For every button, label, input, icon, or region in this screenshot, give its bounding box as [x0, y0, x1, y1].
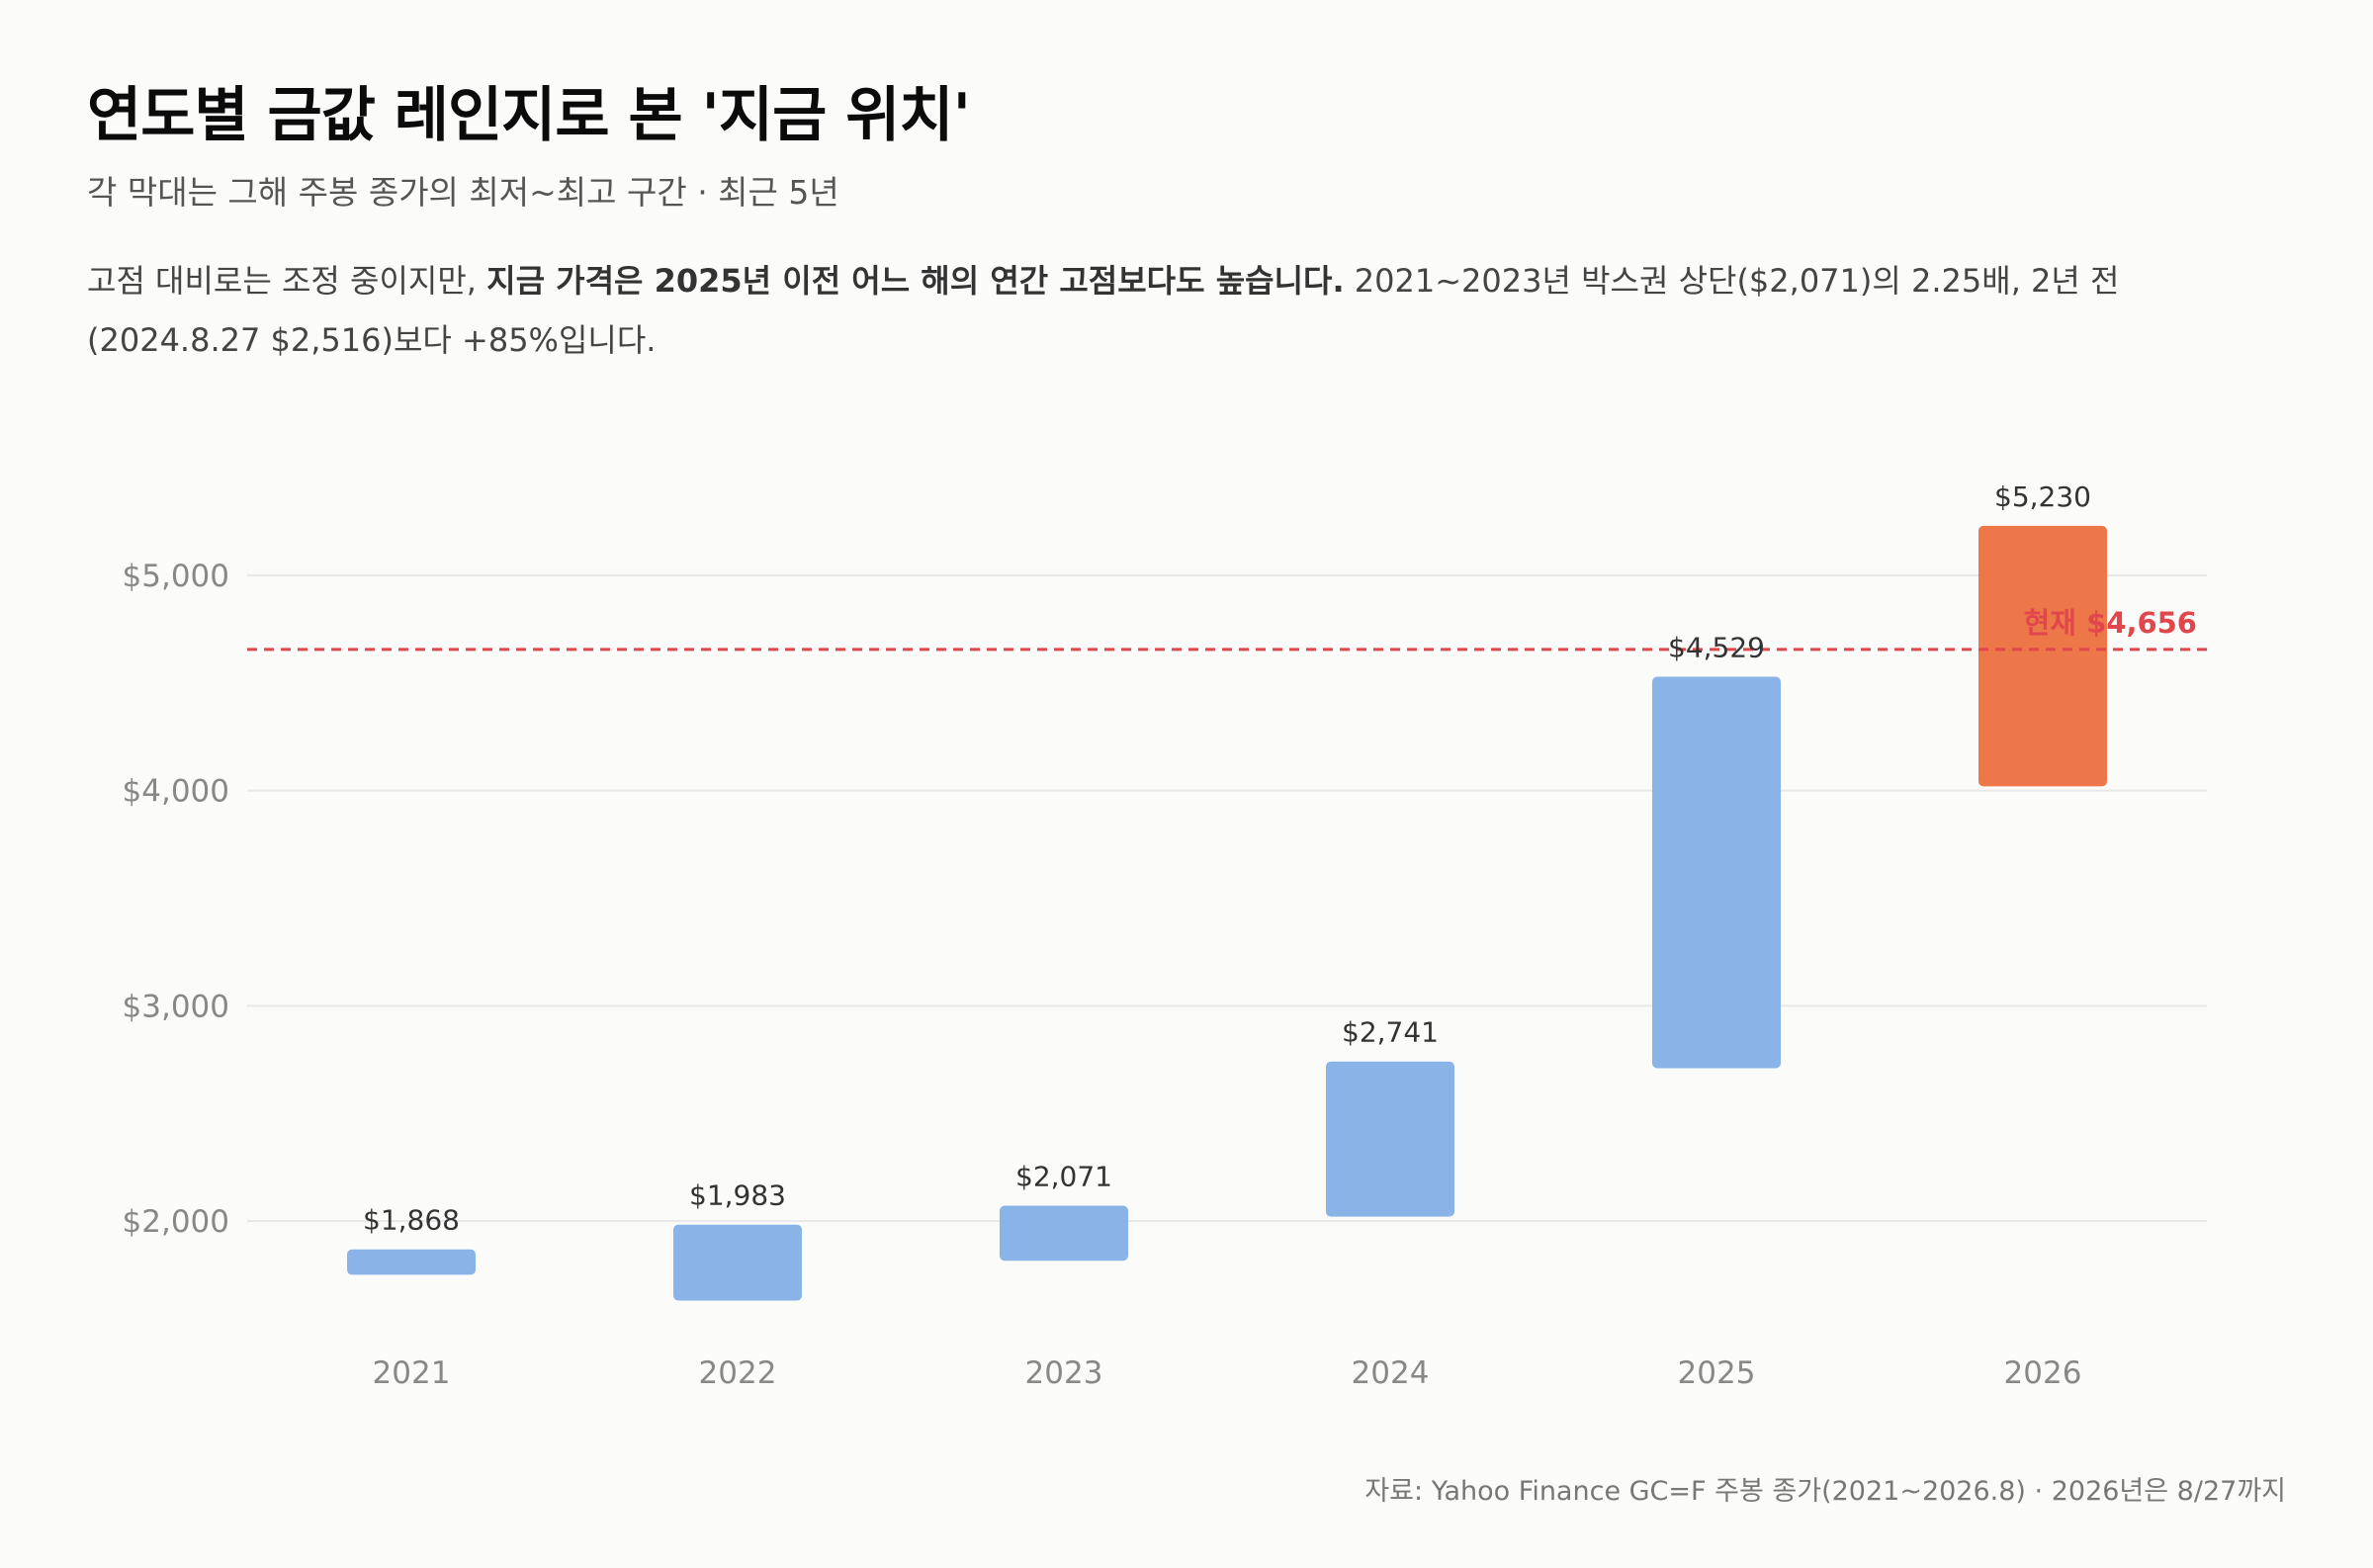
y-axis-ticks: $2,000 $3,000 $4,000 $5,000 — [123, 559, 229, 1240]
bar-value-label: $1,868 — [363, 1204, 460, 1237]
page-title: 연도별 금값 레인지로 본 '지금 위치' — [87, 81, 971, 150]
source-footnote: 자료: Yahoo Finance GC=F 주봉 종가(2021~2026.8… — [1364, 1476, 2286, 1507]
description-text-detail: 2021~2023년 박스권 상단($2,071)의 2.25배, 2년 전 (… — [87, 262, 2120, 359]
x-tick-label: 2023 — [1025, 1355, 1103, 1391]
range-bar-2022 — [673, 1224, 802, 1301]
range-bars — [347, 525, 2107, 1301]
chart-description: 고점 대비로는 조정 중이지만, 지금 가격은 2025년 이전 어느 해의 연… — [87, 251, 2292, 370]
value-labels: $1,868 $1,983 $2,071 $2,741 $4,529 $5,230 — [363, 480, 2091, 1237]
reference-line-group: 현재 $4,656 — [247, 606, 2207, 652]
y-tick-label: $3,000 — [123, 989, 229, 1024]
range-bar-2025 — [1652, 676, 1781, 1069]
range-bar-2023 — [1000, 1205, 1128, 1262]
bar-value-label: $1,983 — [689, 1179, 786, 1212]
range-bar-2024 — [1326, 1061, 1454, 1217]
x-axis-ticks: 2021 2022 2023 2024 2025 2026 — [373, 1355, 2082, 1391]
y-tick-label: $2,000 — [123, 1204, 229, 1240]
x-tick-label: 2024 — [1352, 1355, 1430, 1391]
x-tick-label: 2022 — [699, 1355, 777, 1391]
bar-value-label: $4,529 — [1668, 632, 1765, 664]
x-tick-label: 2026 — [2004, 1355, 2082, 1391]
x-tick-label: 2025 — [1678, 1355, 1756, 1391]
page-subtitle: 각 막대는 그해 주봉 종가의 최저~최고 구간 · 최근 5년 — [87, 173, 839, 212]
bar-value-label: $2,741 — [1342, 1016, 1439, 1049]
range-bar-2026 — [1978, 525, 2107, 787]
bar-value-label: $2,071 — [1015, 1161, 1112, 1193]
y-tick-label: $4,000 — [123, 774, 229, 810]
y-tick-label: $5,000 — [123, 559, 229, 594]
current-price-label: 현재 $4,656 — [2024, 606, 2197, 640]
gridlines — [247, 574, 2207, 1222]
description-text-emphasis: 지금 가격은 2025년 이전 어느 해의 연간 고점보다도 높습니다. — [486, 262, 1345, 300]
description-text-intro: 고점 대비로는 조정 중이지만, — [87, 262, 487, 300]
x-tick-label: 2021 — [373, 1355, 451, 1391]
range-bar-2021 — [347, 1249, 476, 1275]
bar-value-label: $5,230 — [1994, 480, 2091, 513]
